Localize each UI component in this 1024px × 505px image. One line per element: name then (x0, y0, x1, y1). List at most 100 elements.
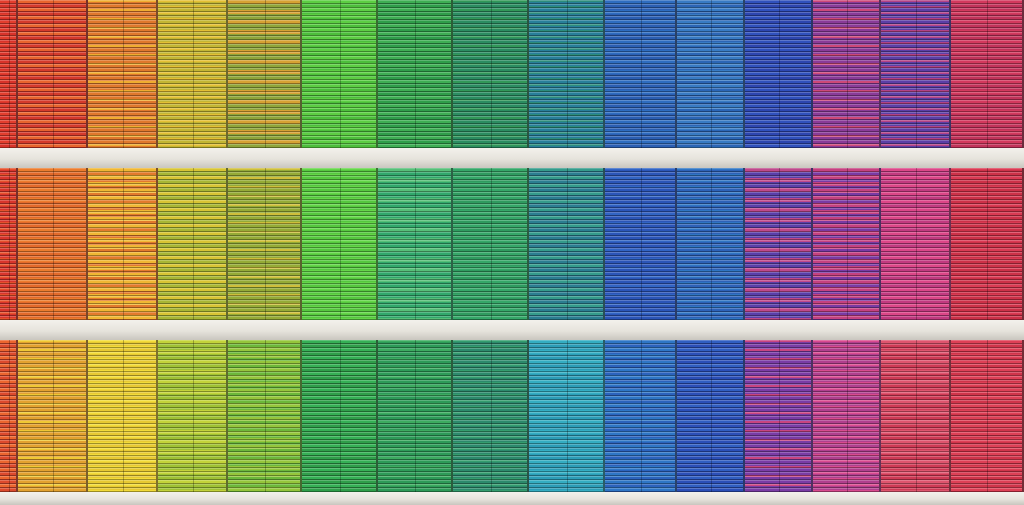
blind-slats-texture (745, 168, 811, 320)
panel-seam (123, 0, 124, 148)
blind-stripes (453, 0, 527, 148)
panel-seam (987, 0, 988, 148)
blind-slats-texture (745, 340, 811, 492)
blind-panel (881, 0, 951, 148)
blind-panel (605, 340, 677, 492)
concrete-ledge-lower (0, 320, 1024, 340)
blind-stripes (951, 0, 1022, 148)
blind-panel (745, 340, 813, 492)
blind-panel (158, 168, 228, 320)
blind-panel (529, 168, 605, 320)
panel-seam (415, 168, 416, 320)
panel-seam (415, 0, 416, 148)
blind-stripes (88, 340, 156, 492)
blind-panel (88, 340, 158, 492)
blind-stripes (813, 0, 879, 148)
panel-seam (53, 168, 54, 320)
blind-stripes (529, 340, 603, 492)
blind-stripes (0, 168, 16, 320)
panel-seam (340, 340, 341, 492)
blind-slats-texture (158, 0, 226, 148)
blind-slats-texture (228, 168, 300, 320)
blind-slats-texture (302, 0, 376, 148)
panel-seam (641, 0, 642, 148)
panel-seam (491, 0, 492, 148)
blind-panel (605, 0, 677, 148)
panel-seam (987, 340, 988, 492)
blind-slats-texture (18, 340, 86, 492)
blind-slats-texture (813, 340, 879, 492)
blind-stripes (378, 0, 451, 148)
panel-seam (987, 168, 988, 320)
blind-stripes (677, 0, 743, 148)
panel-seam (916, 168, 917, 320)
blind-stripes (951, 340, 1022, 492)
panel-seam (847, 0, 848, 148)
blind-stripes (605, 340, 675, 492)
blind-panel (88, 0, 158, 148)
blind-stripes (677, 168, 743, 320)
panel-seam (265, 340, 266, 492)
panel-seam (9, 168, 10, 320)
blind-slats-texture (881, 0, 949, 148)
concrete-ledge-base (0, 492, 1024, 505)
blind-slats-texture (88, 340, 156, 492)
blind-panel (228, 168, 302, 320)
blind-panel (605, 168, 677, 320)
blind-stripes (529, 0, 603, 148)
blind-stripes (881, 0, 949, 148)
blind-slats-texture (745, 0, 811, 148)
panel-seam (641, 340, 642, 492)
blind-stripes (0, 340, 16, 492)
blind-stripes (18, 168, 86, 320)
panel-seam (265, 0, 266, 148)
blind-panel (677, 168, 745, 320)
blind-stripes (881, 168, 949, 320)
blind-slats-texture (677, 340, 743, 492)
blind-slats-texture (529, 0, 603, 148)
blind-slats-texture (881, 168, 949, 320)
blind-panel (677, 0, 745, 148)
panel-seam (779, 340, 780, 492)
blind-panel (881, 340, 951, 492)
blind-panel (18, 0, 88, 148)
blind-panel (745, 0, 813, 148)
blind-panel (951, 340, 1024, 492)
panel-seam (340, 168, 341, 320)
blind-slats-texture (677, 168, 743, 320)
blind-panel (0, 0, 18, 148)
blind-stripes (813, 168, 879, 320)
blind-stripes (378, 168, 451, 320)
panel-seam (193, 340, 194, 492)
blind-slats-texture (0, 168, 16, 320)
blind-slats-texture (18, 0, 86, 148)
blind-panel (378, 340, 453, 492)
blind-stripes (453, 340, 527, 492)
blind-panel (951, 0, 1024, 148)
panel-seam (847, 168, 848, 320)
panel-seam (779, 0, 780, 148)
panel-seam (491, 168, 492, 320)
panel-seam (567, 340, 568, 492)
blind-slats-texture (605, 168, 675, 320)
blind-panel (0, 168, 18, 320)
blind-slats-texture (158, 340, 226, 492)
blind-panel (529, 340, 605, 492)
blind-slats-texture (605, 0, 675, 148)
blind-stripes (813, 340, 879, 492)
panel-seam (711, 168, 712, 320)
blind-slats-texture (677, 0, 743, 148)
blind-panel (302, 168, 378, 320)
blind-panel (302, 0, 378, 148)
blind-panel (378, 168, 453, 320)
concrete-ledge-upper (0, 148, 1024, 168)
blind-stripes (228, 0, 300, 148)
blind-panel (453, 340, 529, 492)
blind-panel (18, 168, 88, 320)
panel-seam (123, 340, 124, 492)
blind-stripes (88, 0, 156, 148)
blind-slats-texture (881, 340, 949, 492)
blind-panel (813, 340, 881, 492)
blind-slats-texture (228, 340, 300, 492)
blinds-row-bottom (0, 340, 1024, 492)
